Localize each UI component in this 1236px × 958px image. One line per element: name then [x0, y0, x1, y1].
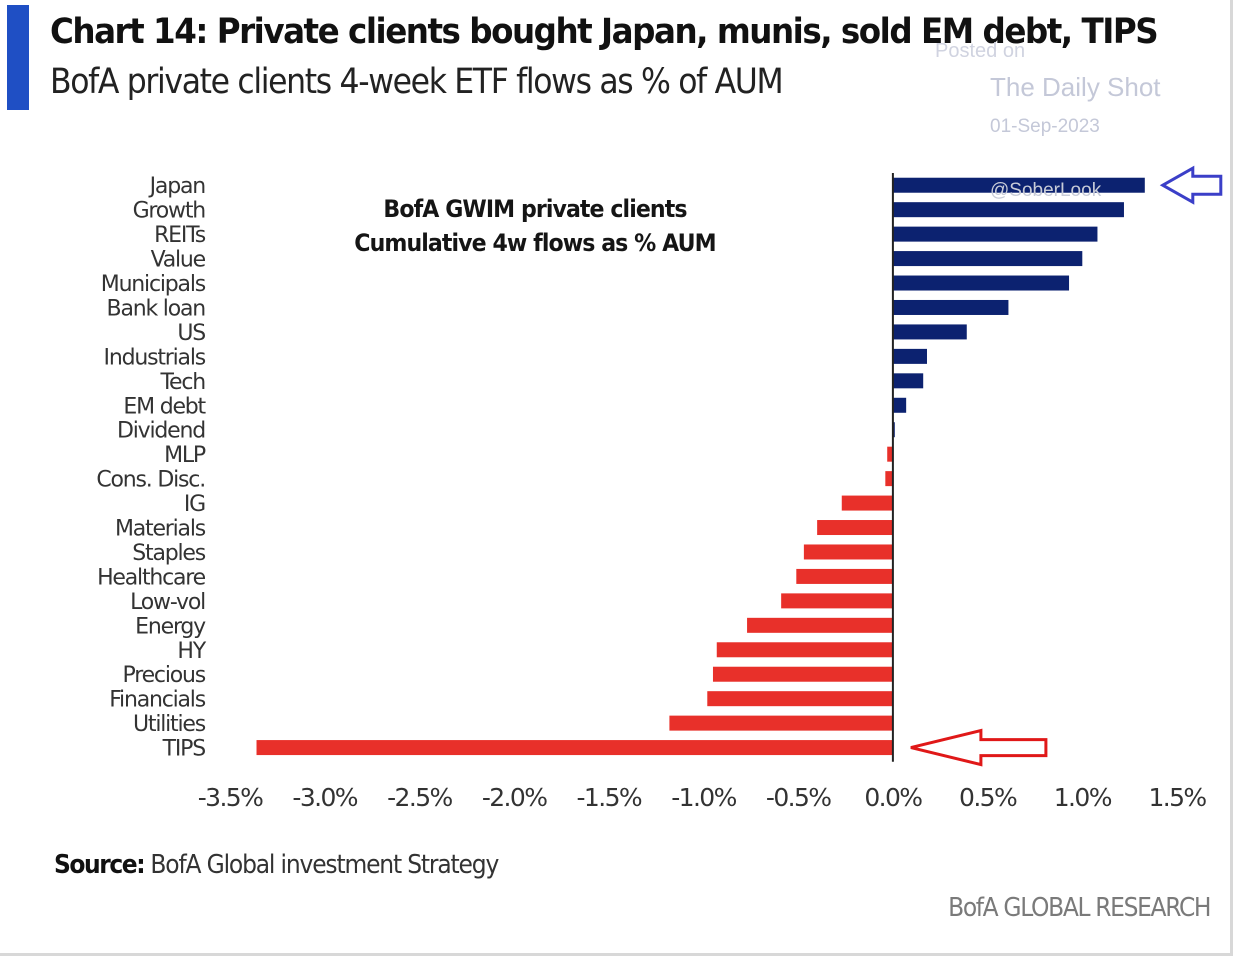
category-label: Value — [151, 248, 206, 273]
category-label: Japan — [148, 174, 206, 199]
bar-mlp — [887, 446, 893, 462]
category-label: Industrials — [104, 345, 206, 370]
source-text: BofA Global investment Strategy — [150, 850, 499, 880]
category-label: Financials — [109, 688, 206, 713]
watermark-date: 01-Sep-2023 — [990, 116, 1100, 137]
category-label: Energy — [135, 614, 206, 639]
watermark-posted: Posted on — [935, 40, 1026, 62]
category-label: Healthcare — [97, 565, 206, 590]
x-tick-labels: -3.5% -3.0% -2.5% -2.0% -1.5% -1.0% -0.5% 0.0% 0… — [198, 783, 1208, 812]
chart-title: Chart 14: Private clients bought Japan, … — [50, 12, 1159, 52]
x-tick-label: 1.5% — [1148, 783, 1206, 812]
category-label: Low-vol — [130, 590, 205, 615]
category-label: Precious — [123, 663, 206, 688]
watermark-handle: @SoberLook — [990, 180, 1102, 201]
bar-staples — [803, 544, 893, 560]
x-tick-label: -2.5% — [387, 783, 452, 812]
accent-bar — [7, 5, 29, 110]
bar-industrials — [892, 348, 927, 364]
bar-hy — [716, 642, 893, 658]
category-label: HY — [177, 639, 206, 664]
source-label: Source: — [54, 850, 146, 880]
bar-tips — [256, 740, 893, 756]
bar-em-debt — [892, 397, 907, 413]
chart-subtitle: BofA private clients 4-week ETF flows as… — [50, 62, 784, 102]
bar-municipals — [892, 275, 1070, 291]
x-tick-label: 0.5% — [959, 783, 1017, 812]
category-label: Materials — [115, 517, 206, 542]
category-label: MLP — [164, 443, 206, 468]
bar-healthcare — [796, 568, 893, 584]
category-label: EM debt — [123, 394, 206, 419]
category-label: TIPS — [162, 737, 206, 762]
x-tick-label: -2.0% — [482, 783, 547, 812]
watermark-site: The Daily Shot — [990, 72, 1161, 102]
bar-bank-loan — [892, 299, 1009, 315]
bar-japan — [892, 177, 1145, 193]
x-tick-label: 1.0% — [1054, 783, 1112, 812]
source-note: Source: BofA Global investment Strategy — [54, 850, 499, 880]
category-label: Staples — [132, 541, 205, 566]
annotation-line-2: Cumulative 4w flows as % AUM — [354, 229, 716, 257]
x-tick-label: -0.5% — [766, 783, 831, 812]
bar-financials — [707, 691, 893, 707]
bar-precious — [712, 666, 893, 682]
category-label: Tech — [160, 370, 206, 395]
arrow-japan-icon — [1159, 165, 1223, 205]
bar-materials — [817, 520, 893, 536]
bar-value — [892, 251, 1083, 267]
brand-label: BofA GLOBAL RESEARCH — [947, 893, 1211, 923]
x-tick-label: -3.0% — [292, 783, 357, 812]
arrows-group — [910, 165, 1223, 767]
category-label: Cons. Disc. — [96, 468, 205, 493]
category-label: REITs — [154, 223, 206, 248]
bar-energy — [747, 617, 893, 633]
x-tick-label: 0.0% — [864, 783, 922, 812]
chart-annotation: BofA GWIM private clients Cumulative 4w … — [346, 192, 723, 260]
category-label: Dividend — [117, 419, 205, 444]
category-label: Municipals — [101, 272, 206, 297]
category-label: Utilities — [133, 712, 206, 737]
category-label: Bank loan — [107, 296, 206, 321]
x-tick-label: -1.0% — [671, 783, 736, 812]
arrow-tips-icon — [910, 728, 1048, 767]
bar-ig — [841, 495, 893, 511]
bars-group — [256, 177, 1145, 756]
bar-cons-disc — [885, 471, 893, 487]
bar-reits — [892, 226, 1098, 242]
category-label: Growth — [133, 199, 206, 224]
category-label: IG — [184, 492, 205, 517]
annotation-line-1: BofA GWIM private clients — [383, 195, 687, 223]
bar-growth — [892, 202, 1124, 218]
category-label: US — [177, 321, 205, 346]
bar-low-vol — [781, 593, 893, 609]
bar-tech — [892, 373, 924, 389]
bar-us — [892, 324, 967, 340]
bar-utilities — [669, 715, 893, 731]
x-tick-label: -3.5% — [198, 783, 263, 812]
x-tick-label: -1.5% — [577, 783, 642, 812]
